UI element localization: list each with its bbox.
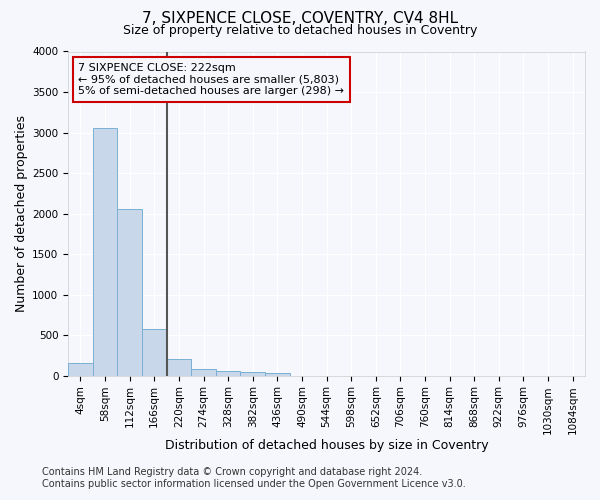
- Bar: [241, 372, 265, 376]
- Bar: [68, 364, 93, 376]
- X-axis label: Distribution of detached houses by size in Coventry: Distribution of detached houses by size …: [165, 440, 488, 452]
- Bar: [142, 330, 167, 376]
- Bar: [265, 373, 290, 376]
- Text: 7, SIXPENCE CLOSE, COVENTRY, CV4 8HL: 7, SIXPENCE CLOSE, COVENTRY, CV4 8HL: [142, 11, 458, 26]
- Bar: [118, 208, 142, 376]
- Text: Size of property relative to detached houses in Coventry: Size of property relative to detached ho…: [123, 24, 477, 37]
- Y-axis label: Number of detached properties: Number of detached properties: [15, 115, 28, 312]
- Text: Contains HM Land Registry data © Crown copyright and database right 2024.
Contai: Contains HM Land Registry data © Crown c…: [42, 468, 466, 489]
- Text: 7 SIXPENCE CLOSE: 222sqm
← 95% of detached houses are smaller (5,803)
5% of semi: 7 SIXPENCE CLOSE: 222sqm ← 95% of detach…: [79, 63, 344, 96]
- Bar: [216, 371, 241, 376]
- Bar: [167, 360, 191, 376]
- Bar: [191, 369, 216, 376]
- Bar: [93, 128, 118, 376]
